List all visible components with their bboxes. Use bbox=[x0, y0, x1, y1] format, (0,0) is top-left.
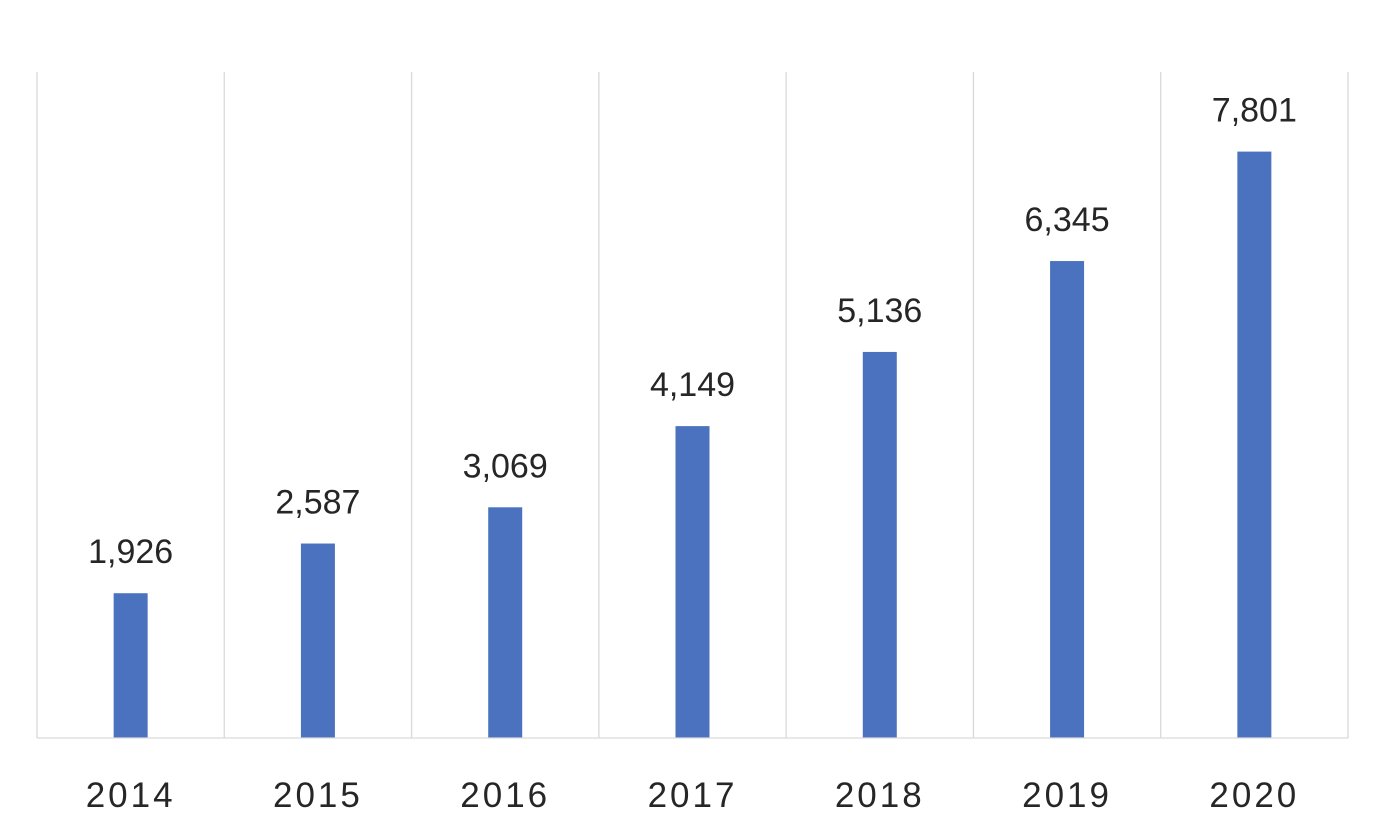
data-label-2018: 5,136 bbox=[837, 292, 922, 330]
x-tick-label-2016: 2016 bbox=[460, 776, 550, 815]
data-label-2019: 6,345 bbox=[1025, 201, 1110, 239]
x-tick-label-2020: 2020 bbox=[1209, 776, 1299, 815]
bar-2019 bbox=[1050, 261, 1085, 738]
data-label-layer: 1,926 2,587 3,069 4,149 5,136 6,345 7,801 bbox=[88, 92, 1297, 572]
x-tick-label-2019: 2019 bbox=[1022, 776, 1112, 815]
x-tick-label-2018: 2018 bbox=[835, 776, 925, 815]
bar-2016 bbox=[488, 507, 523, 738]
x-tick-label-2015: 2015 bbox=[273, 776, 363, 815]
bar-2020 bbox=[1237, 151, 1272, 738]
x-tick-label-2014: 2014 bbox=[86, 776, 176, 815]
x-axis-tick-layer: 2014 2015 2016 2017 2018 2019 2020 bbox=[86, 776, 1299, 815]
data-label-2016: 3,069 bbox=[463, 447, 548, 485]
bar-2018 bbox=[862, 351, 897, 738]
grid-layer bbox=[36, 72, 1349, 738]
x-tick-label-2017: 2017 bbox=[648, 776, 738, 815]
data-label-2015: 2,587 bbox=[275, 484, 360, 522]
bar-layer bbox=[113, 151, 1272, 738]
data-label-2014: 1,926 bbox=[88, 533, 173, 571]
data-label-2020: 7,801 bbox=[1212, 92, 1297, 130]
bar-2014 bbox=[113, 593, 148, 738]
bar-2015 bbox=[300, 543, 335, 738]
bar-2017 bbox=[675, 426, 710, 738]
data-label-2017: 4,149 bbox=[650, 366, 735, 404]
